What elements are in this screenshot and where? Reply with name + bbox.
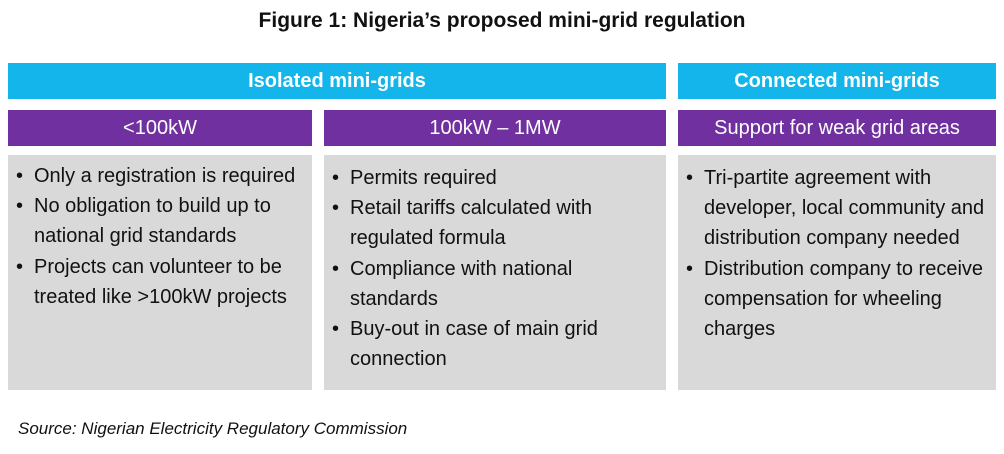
source-caption: Source: Nigerian Electricity Regulatory … (18, 419, 408, 438)
bullet-list: • Only a registration is required • No obl… (16, 161, 304, 312)
bullet-marker: • (332, 318, 340, 341)
list-item: • Tri-partite agreement with developer, l… (686, 163, 988, 254)
list-item-text: Projects can volunteer to be treated lik… (34, 255, 287, 308)
content-box-under-100kw: • Only a registration is required • No obl… (8, 155, 312, 390)
bullet-marker: • (332, 197, 340, 220)
bullet-list: • Permits required • Retail tariffs calcul… (332, 163, 658, 374)
list-item-text: Compliance with national standards (350, 257, 573, 310)
list-item: • Only a registration is required (16, 161, 304, 191)
subheader-100kw-1mw: 100kW – 1MW (324, 110, 666, 146)
list-item-text: No obligation to build up to national gr… (34, 195, 271, 248)
subheader-under-100kw: <100kW (8, 110, 312, 146)
bullet-marker: • (16, 255, 24, 278)
list-item-text: Tri-partite agreement with developer, lo… (704, 167, 985, 250)
list-item: • Permits required (332, 163, 658, 193)
list-item: • No obligation to build up to national g… (16, 191, 304, 251)
bullet-marker: • (16, 195, 24, 218)
list-item-text: Distribution company to receive compensa… (704, 257, 984, 341)
list-item: • Projects can volunteer to be treated li… (16, 252, 304, 312)
list-item: • Buy-out in case of main grid connection (332, 314, 658, 374)
list-item-text: Buy-out in case of main grid connection (350, 318, 598, 371)
content-box-100kw-1mw: • Permits required • Retail tariffs calcul… (324, 155, 666, 390)
figure-title: Figure 1: Nigeria’s proposed mini-grid r… (258, 9, 746, 32)
list-item: • Distribution company to receive compens… (686, 254, 988, 345)
list-item: • Compliance with national standards (332, 254, 658, 314)
connected-mini-grids-header: Connected mini-grids (678, 63, 996, 99)
subheader-weak-grid-areas: Support for weak grid areas (678, 110, 996, 146)
bullet-marker: • (332, 167, 340, 189)
bullet-marker: • (332, 257, 340, 280)
bullet-marker: • (686, 167, 694, 189)
bullet-marker: • (16, 165, 24, 187)
bullet-marker: • (686, 257, 694, 280)
bullet-list: • Tri-partite agreement with developer, l… (686, 163, 988, 344)
list-item-text: Only a registration is required (34, 165, 296, 187)
list-item-text: Permits required (350, 167, 497, 189)
list-item-text: Retail tariffs calculated with regulated… (350, 197, 592, 250)
isolated-mini-grids-header: Isolated mini-grids (8, 63, 666, 99)
content-box-weak-grid-areas: • Tri-partite agreement with developer, l… (678, 155, 996, 390)
list-item: • Retail tariffs calculated with regulate… (332, 193, 658, 253)
